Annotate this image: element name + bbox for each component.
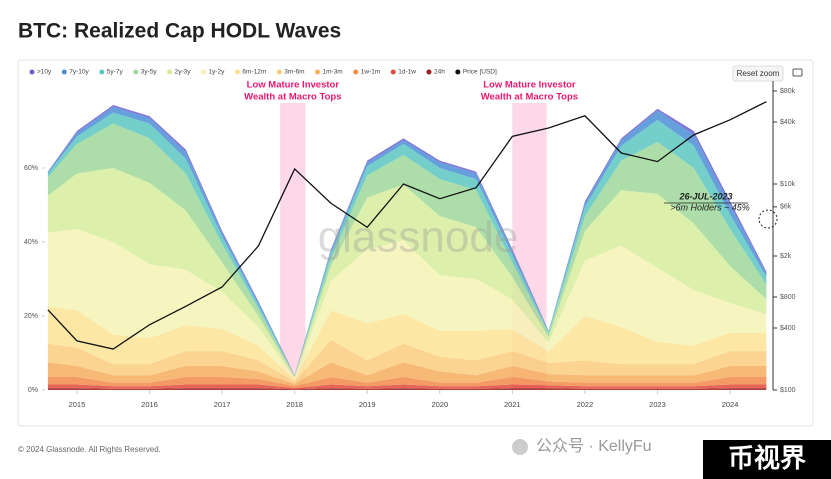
highlight-label: Low Mature Investor: [483, 80, 576, 91]
legend-label: 3y-5y: [141, 69, 158, 76]
highlight-band: [280, 103, 306, 390]
x-tick-label: 2016: [141, 400, 158, 409]
hodl-band: [47, 384, 767, 390]
y2-tick-label: $80k: [780, 88, 796, 95]
y2-tick-label: $2k: [780, 253, 792, 260]
legend-label: 7y-10y: [69, 69, 89, 76]
y2-tick-label: $6k: [780, 204, 792, 211]
legend-swatch: [234, 69, 240, 75]
y-tick-label: 40%: [24, 239, 38, 246]
wechat-text: 公众号 · KellyFu: [536, 437, 652, 455]
legend-label: 3m-6m: [284, 69, 304, 76]
x-tick-label: 2022: [577, 400, 594, 409]
annotation-text: >6m Holders ~ 45%: [670, 202, 750, 212]
hodl-band: [47, 340, 767, 385]
x-tick-label: 2023: [649, 400, 666, 409]
highlight-label: Wealth at Macro Tops: [481, 92, 578, 103]
legend-swatch: [426, 69, 432, 75]
hodl-band: [47, 388, 767, 390]
hodl-band: [47, 229, 767, 380]
legend-swatch: [455, 69, 461, 75]
camera-icon[interactable]: [792, 68, 803, 77]
x-tick-label: 2024: [722, 400, 739, 409]
title: BTC: Realized Cap HODL Waves: [18, 20, 341, 43]
hodl-band: [47, 167, 767, 378]
legend-swatch: [201, 69, 207, 75]
hodl-band: [47, 362, 767, 387]
legend-label: 1d-1w: [398, 69, 416, 76]
hodl-band: [47, 306, 767, 382]
legend-label: >10y: [37, 69, 52, 76]
legend-label: 24h: [434, 69, 445, 76]
x-tick-label: 2020: [431, 400, 448, 409]
legend-label: 2y-3y: [175, 69, 192, 76]
hodl-band: [47, 377, 767, 389]
reset-zoom-button[interactable]: [732, 65, 784, 82]
legend-swatch: [167, 69, 173, 75]
y-tick-label: 20%: [24, 313, 38, 320]
brand: 币视界: [728, 443, 806, 473]
legend-swatch: [390, 69, 396, 75]
legend-swatch: [99, 69, 105, 75]
legend-swatch: [133, 69, 139, 75]
y2-tick-label: $40k: [780, 119, 796, 126]
legend-label: 6m-12m: [242, 69, 266, 76]
watermark: glassnode: [318, 213, 519, 262]
y2-tick-label: $10k: [780, 181, 796, 188]
x-tick-label: 2015: [69, 400, 86, 409]
y2-tick-label: $100: [780, 387, 796, 394]
brand-box: [703, 440, 831, 479]
price-line: [47, 101, 767, 350]
y-tick-label: 60%: [24, 165, 38, 172]
wechat-icon: [512, 439, 528, 455]
legend-swatch: [353, 69, 359, 75]
legend-swatch: [29, 69, 35, 75]
legend-swatch: [315, 69, 320, 75]
x-tick-label: 2018: [286, 400, 303, 409]
annotation-title: 26-JUL-2023: [678, 191, 732, 201]
y2-tick-label: $800: [780, 294, 796, 301]
x-tick-label: 2017: [214, 400, 231, 409]
reset-zoom-label[interactable]: Reset zoom: [737, 69, 780, 78]
hodl-band: [47, 123, 767, 377]
highlight-label: Low Mature Investor: [247, 80, 340, 91]
legend-label: Price [USD]: [463, 69, 497, 76]
y-tick-label: 0%: [28, 387, 38, 394]
legend-label: 1y-2y: [209, 69, 226, 76]
x-tick-label: 2019: [359, 400, 376, 409]
legend-label: 5y-7y: [107, 69, 124, 76]
card: [17, 59, 814, 427]
x-tick-label: 2021: [504, 400, 521, 409]
highlight-label: Wealth at Macro Tops: [244, 92, 341, 103]
legend-label: 1w-1m: [361, 69, 381, 76]
legend-label: 1m-3m: [323, 69, 343, 76]
legend-swatch: [276, 69, 282, 75]
footer: © 2024 Glassnode. All Rights Reserved.: [18, 445, 161, 454]
y2-tick-label: $400: [780, 325, 796, 332]
legend-swatch: [61, 69, 67, 75]
annotation-circle: [758, 209, 778, 229]
